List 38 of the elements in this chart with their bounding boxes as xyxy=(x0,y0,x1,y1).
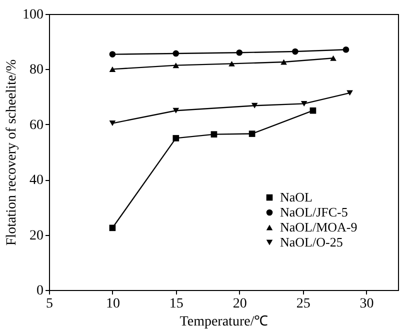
point xyxy=(346,90,353,96)
point xyxy=(248,130,256,137)
point xyxy=(109,120,116,126)
x-axis-title: Temperature/℃ xyxy=(180,314,268,330)
x-tick-label: 25 xyxy=(296,296,310,312)
y-tick-label: 80 xyxy=(30,62,44,78)
point xyxy=(172,50,180,57)
y-tick-label: 100 xyxy=(22,8,44,22)
point xyxy=(172,62,180,68)
legend-label: NaOL/MOA-9 xyxy=(280,220,358,234)
point xyxy=(292,48,298,55)
y-tick-label: 0 xyxy=(36,284,44,298)
point xyxy=(310,107,316,114)
point xyxy=(236,49,243,56)
point xyxy=(251,102,258,108)
legend-label: NaOL/JFC-5 xyxy=(280,204,348,220)
point xyxy=(300,100,308,106)
y-tick-label: 20 xyxy=(30,228,44,244)
x-tick-label: 10 xyxy=(106,296,120,312)
point xyxy=(342,46,350,53)
point xyxy=(109,224,116,232)
x-tick-label: 30 xyxy=(360,296,374,312)
x-tick-label: 15 xyxy=(169,296,184,312)
point xyxy=(172,135,180,142)
point xyxy=(109,66,116,72)
x-tick-label: 5 xyxy=(46,296,53,312)
y-axis-title: Flotation recovery of scheelite/% xyxy=(4,59,20,246)
x-tick-label: 20 xyxy=(232,296,247,312)
point xyxy=(280,59,287,65)
point xyxy=(228,60,235,66)
y-tick-label: 60 xyxy=(30,118,44,133)
point xyxy=(210,131,218,138)
point xyxy=(172,108,180,114)
legend-label: NaOL xyxy=(280,190,313,204)
y-tick-label: 40 xyxy=(30,173,44,188)
point xyxy=(330,55,336,61)
legend-label: NaOL/O-25 xyxy=(280,234,343,250)
point xyxy=(109,51,116,58)
